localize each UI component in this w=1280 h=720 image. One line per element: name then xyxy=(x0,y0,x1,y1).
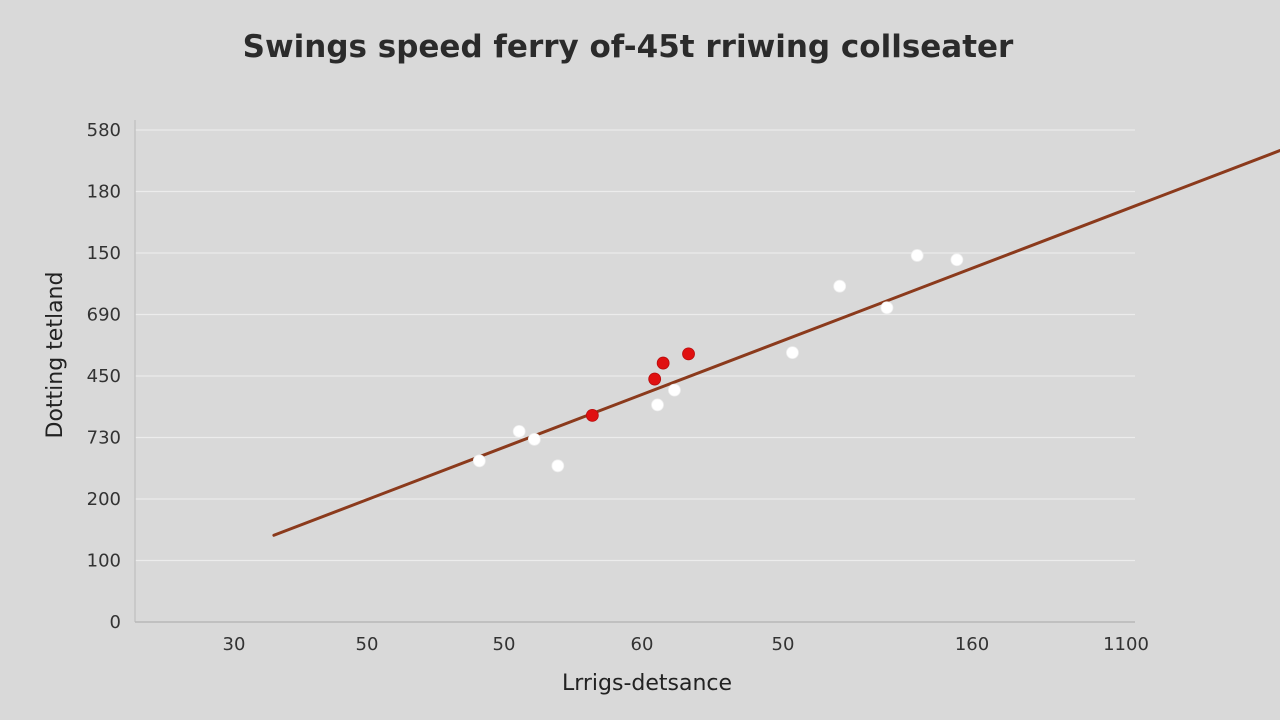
grid-lines xyxy=(135,129,1135,562)
data-point xyxy=(512,424,526,438)
y-tick-label: 0 xyxy=(110,612,121,633)
x-tick-label: 1100 xyxy=(1103,634,1149,655)
y-tick-label: 180 xyxy=(87,182,121,203)
data-point xyxy=(651,398,664,412)
data-point xyxy=(472,454,486,468)
y-axis-label: Dotting tetland xyxy=(43,272,68,439)
x-tick-label: 160 xyxy=(955,634,989,655)
y-tick-label: 690 xyxy=(87,305,121,326)
data-point xyxy=(833,279,847,293)
data-point xyxy=(527,432,541,446)
y-tick-label: 580 xyxy=(87,120,121,141)
y-tick-label: 450 xyxy=(87,366,121,387)
data-point xyxy=(910,249,924,262)
highlight-data-point xyxy=(585,408,599,422)
data-point xyxy=(786,346,799,360)
x-tick-label: 30 xyxy=(223,634,246,655)
data-point xyxy=(551,459,565,473)
trend-line-layer xyxy=(272,148,1280,537)
x-axis-label: Lrrigs-detsance xyxy=(562,671,732,696)
highlight-data-point xyxy=(648,372,662,386)
highlight-data-point xyxy=(682,347,695,361)
chart-title: Swings speed ferry of-45t rriwing collse… xyxy=(243,29,1014,65)
highlight-data-point xyxy=(656,356,670,370)
x-tick-labels: 30 50 50 60 50 160 1100 xyxy=(223,634,1149,655)
x-tick-label: 60 xyxy=(631,634,654,655)
data-point xyxy=(880,301,894,315)
y-tick-label: 730 xyxy=(87,428,121,449)
x-tick-label: 50 xyxy=(493,634,516,655)
data-point xyxy=(950,253,964,267)
y-tick-labels: 0 100 200 730 450 690 150 180 580 xyxy=(87,120,121,633)
y-tick-label: 150 xyxy=(87,243,121,264)
y-tick-label: 200 xyxy=(87,489,121,510)
x-tick-label: 50 xyxy=(772,634,795,655)
data-point xyxy=(668,383,681,397)
y-tick-label: 100 xyxy=(87,551,121,572)
x-tick-label: 50 xyxy=(356,634,379,655)
data-points xyxy=(472,249,964,473)
trend-line xyxy=(272,148,1280,537)
